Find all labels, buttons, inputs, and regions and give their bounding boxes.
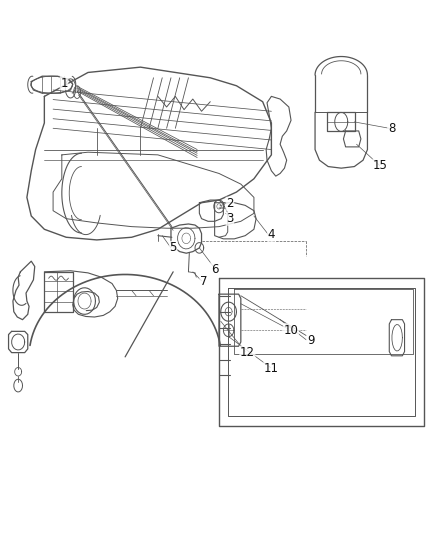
Text: 3: 3 [226, 212, 233, 225]
Text: 9: 9 [307, 334, 314, 348]
Text: 4: 4 [268, 228, 275, 241]
Text: 6: 6 [211, 263, 219, 276]
Text: 10: 10 [283, 324, 298, 337]
Text: 7: 7 [200, 275, 208, 288]
Text: 5: 5 [170, 241, 177, 254]
Text: 11: 11 [264, 362, 279, 375]
Text: 15: 15 [373, 159, 388, 172]
Text: 12: 12 [240, 346, 255, 359]
Text: 8: 8 [388, 122, 395, 135]
Text: 1: 1 [60, 77, 68, 90]
Text: 2: 2 [226, 197, 233, 211]
